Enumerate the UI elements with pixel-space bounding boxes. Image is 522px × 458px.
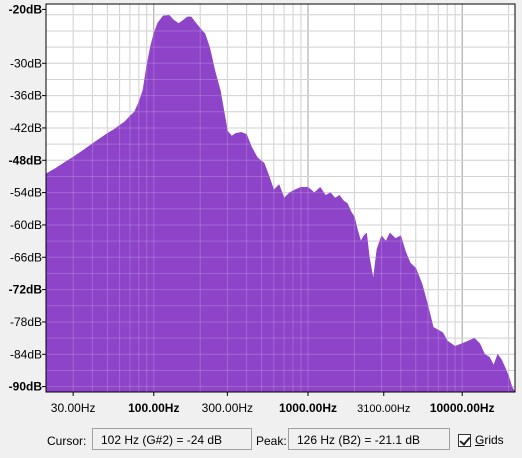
grids-label[interactable]: Grids	[475, 433, 504, 447]
x-tick-label: 10000.00Hz	[430, 401, 495, 415]
grids-checkbox[interactable]	[458, 433, 471, 447]
y-tick-label: -72dB	[9, 283, 43, 297]
x-tick-label: 1000.00Hz	[279, 401, 337, 415]
y-tick-label: -78dB	[10, 315, 42, 329]
y-tick-label: -42dB	[10, 121, 42, 135]
x-tick-label: 100.00Hz	[128, 401, 179, 415]
grids-checkbox-toggle[interactable]: Grids	[458, 430, 504, 450]
plot-frame	[45, 3, 516, 393]
cursor-readout: 102 Hz (G#2) = -24 dB	[92, 428, 252, 450]
y-tick-label: -48dB	[9, 153, 43, 167]
y-tick-label: -84dB	[10, 347, 42, 361]
status-bar: Cursor: 102 Hz (G#2) = -24 dB Peak: 126 …	[0, 425, 522, 458]
y-tick-label: -60dB	[10, 218, 42, 232]
x-tick-label: 30.00Hz	[51, 401, 96, 415]
y-tick-label: -36dB	[10, 89, 42, 103]
grids-label-rest: rids	[484, 433, 504, 447]
x-tick-label: 300.00Hz	[202, 401, 253, 415]
y-tick-label: -20dB	[9, 2, 43, 16]
x-tick-label: 3100.00Hz	[357, 403, 410, 415]
grids-label-mnemonic: G	[475, 433, 485, 447]
peak-readout: 126 Hz (B2) = -21.1 dB	[288, 428, 450, 450]
spectrum-chart[interactable]: -20dB -30dB -36dB -42dB -48dB -54dB -60dB -66dB…	[0, 0, 522, 425]
cursor-label: Cursor:	[47, 434, 87, 448]
spectrum-fill	[45, 15, 516, 393]
checkmark-icon	[459, 433, 471, 446]
y-tick-label: -30dB	[10, 56, 42, 70]
y-tick-label: -66dB	[10, 250, 42, 264]
y-tick-label: -54dB	[10, 186, 42, 200]
peak-label: Peak:	[256, 434, 287, 448]
spectrum-plot-area[interactable]: -20dB -30dB -36dB -42dB -48dB -54dB -60dB -66dB…	[0, 0, 522, 425]
y-tick-label: -90dB	[9, 380, 43, 394]
